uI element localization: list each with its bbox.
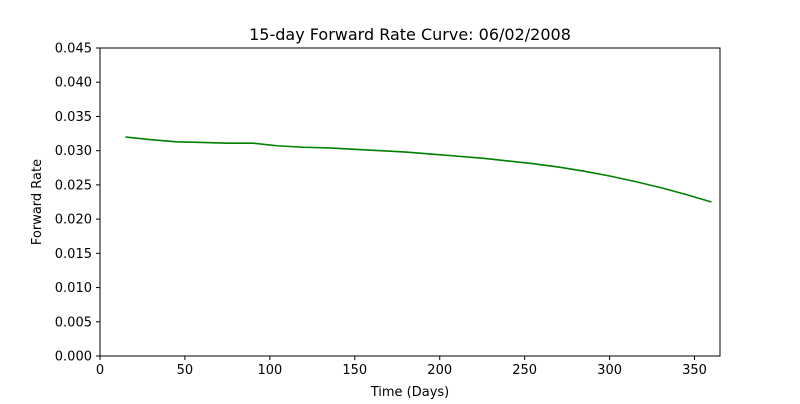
- y-tick-label: 0.030: [55, 144, 92, 159]
- y-axis-label: Forward Rate: [30, 159, 45, 245]
- x-tick-label: 150: [342, 363, 367, 378]
- y-tick-label: 0.035: [55, 110, 92, 125]
- plot-frame: [99, 47, 721, 357]
- x-tick-label: 250: [512, 363, 537, 378]
- x-tick-label: 350: [682, 363, 707, 378]
- x-tick-label: 100: [257, 363, 282, 378]
- plot-area: [125, 136, 712, 203]
- y-tick-label: 0.025: [55, 178, 92, 193]
- x-tick-label: 200: [427, 363, 452, 378]
- x-axis: 0 50 100 150 200 250 300 350: [96, 356, 707, 378]
- y-tick-label: 0.020: [55, 213, 92, 228]
- y-axis: 0.000 0.005 0.010 0.015 0.020 0.025 0.030 0.035…: [55, 42, 100, 365]
- series-line: [125, 136, 712, 203]
- y-tick-label: 0.005: [55, 315, 92, 330]
- y-tick-label: 0.015: [55, 247, 92, 262]
- y-tick-label: 0.040: [55, 76, 92, 91]
- y-tick-label: 0.045: [55, 42, 92, 57]
- x-tick-label: 0: [96, 363, 104, 378]
- chart-title: 15-day Forward Rate Curve: 06/02/2008: [249, 25, 571, 44]
- y-tick-label: 0.000: [55, 350, 92, 365]
- x-tick-label: 300: [597, 363, 622, 378]
- x-axis-label: Time (Days): [370, 385, 450, 400]
- x-tick-label: 50: [177, 363, 194, 378]
- y-tick-label: 0.010: [55, 281, 92, 296]
